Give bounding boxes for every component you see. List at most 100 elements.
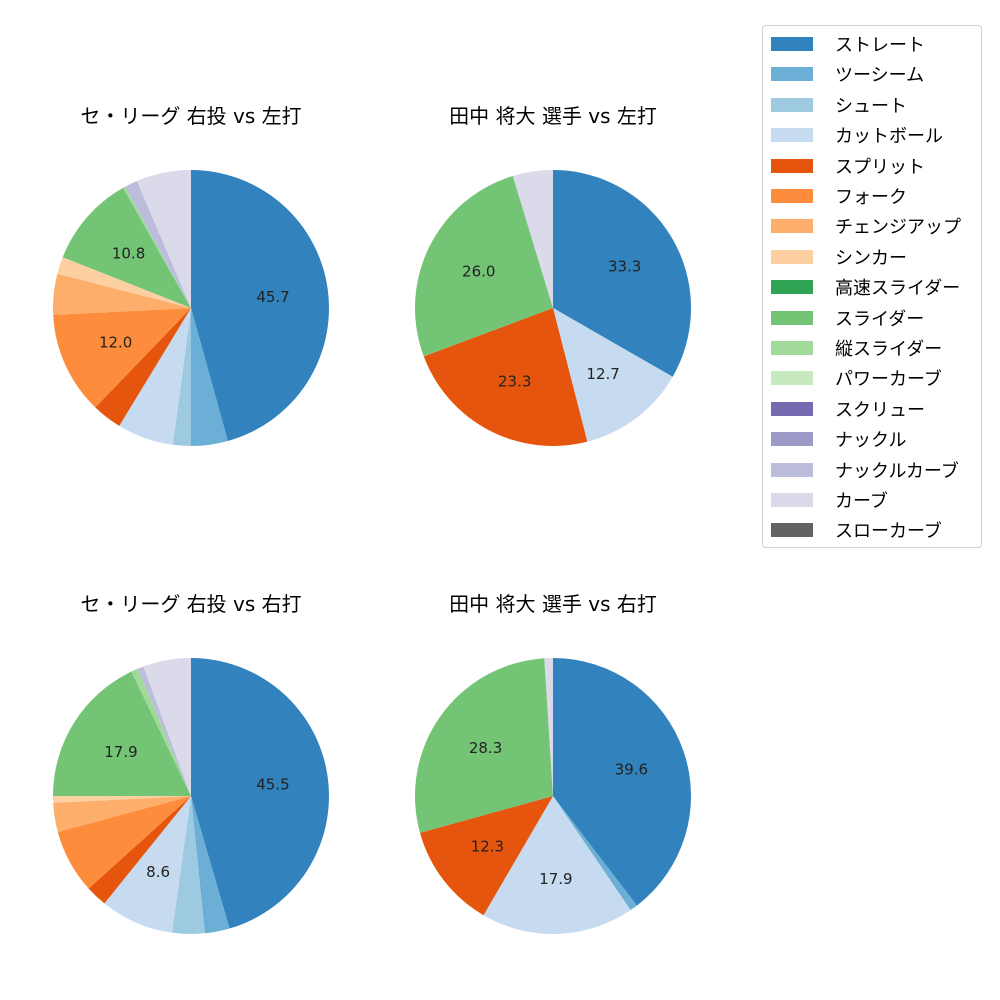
pie-chart: 39.6 17.9 12.3 28.3 <box>415 658 691 934</box>
legend-label: スクリュー <box>835 399 925 421</box>
legend-item: ナックル <box>771 427 906 451</box>
slice-value-label: 10.8 <box>112 245 145 263</box>
chart-title: 田中 将大 選手 vs 右打 <box>449 592 657 616</box>
legend-item: スクリュー <box>771 397 925 421</box>
pie-slice <box>553 796 637 911</box>
legend-swatch <box>771 97 813 112</box>
pie-slice <box>95 308 191 426</box>
legend-label: カットボール <box>835 126 943 148</box>
slice-value-label: 12.0 <box>99 333 132 351</box>
legend-label: スローカーブ <box>835 521 942 543</box>
pie-slice <box>53 671 191 796</box>
pie-slice <box>420 796 553 916</box>
pie-chart: 45.7 12.0 10.8 <box>53 170 330 446</box>
legend-swatch <box>771 280 813 295</box>
pie-panel-bottom-right: 田中 将大 選手 vs 右打 39.6 17.9 12.3 28.3 <box>383 588 723 988</box>
legend-label: チェンジアップ <box>835 217 961 239</box>
slice-value-label: 17.9 <box>539 870 572 888</box>
legend-item: ストレート <box>771 32 925 56</box>
pie-slice <box>415 175 553 357</box>
pie-slice <box>143 658 191 796</box>
legend-item: チェンジアップ <box>771 214 961 238</box>
legend-label: 高速スライダー <box>835 278 961 300</box>
chart-title: セ・リーグ 右投 vs 左打 <box>80 104 302 128</box>
pie-chart: 45.5 8.6 17.9 <box>53 658 330 934</box>
legend: ストレートツーシームシュートカットボール スプリットフォークチェンジアップ シンカー… <box>762 25 982 548</box>
slice-value-label: 28.3 <box>469 739 502 757</box>
legend-swatch <box>771 371 813 386</box>
pie-slice <box>104 796 191 933</box>
pie-slice <box>53 796 191 803</box>
pie-slice <box>171 796 205 934</box>
pie-slice <box>172 308 191 446</box>
pie-panel-bottom-left: セ・リーグ 右投 vs 右打 45.5 8.6 17.9 <box>21 588 361 988</box>
legend-label: ナックル <box>835 430 907 452</box>
legend-swatch <box>771 432 813 447</box>
legend-item: シュート <box>771 93 907 117</box>
pie-slice <box>57 796 192 889</box>
legend-swatch <box>771 493 813 507</box>
slice-value-label: 8.6 <box>146 863 170 881</box>
pie-slice <box>191 308 228 446</box>
pie-slice <box>57 257 191 308</box>
pie-slice <box>553 658 691 906</box>
legend-swatch <box>771 37 813 51</box>
pie-slice <box>415 658 553 833</box>
legend-item: ナックルカーブ <box>771 458 959 482</box>
slice-value-label: 45.5 <box>256 775 289 793</box>
chart-title: 田中 将大 選手 vs 左打 <box>449 104 657 128</box>
legend-item: パワーカーブ <box>771 366 942 390</box>
pie-chart: 33.3 12.7 23.3 26.0 <box>415 170 691 447</box>
legend-label: パワーカーブ <box>835 369 942 391</box>
legend-item: ツーシーム <box>771 62 924 86</box>
slice-value-label: 12.3 <box>471 838 504 856</box>
pie-slice <box>123 186 191 308</box>
legend-swatch <box>771 401 813 416</box>
pie-slice <box>512 170 553 308</box>
legend-item: スローカーブ <box>771 518 942 542</box>
legend-item: カーブ <box>771 488 888 512</box>
legend-swatch <box>771 219 813 234</box>
chart-title: セ・リーグ 右投 vs 右打 <box>80 592 302 616</box>
pie-slice <box>53 308 191 408</box>
legend-label: スライダー <box>835 308 925 330</box>
legend-item: 縦スライダー <box>771 336 942 360</box>
legend-label: ストレート <box>835 35 925 56</box>
legend-label: 縦スライダー <box>835 339 943 360</box>
legend-swatch <box>771 310 813 325</box>
legend-label: ナックルカーブ <box>835 460 959 482</box>
pie-slice <box>125 181 191 308</box>
legend-label: ツーシーム <box>835 65 925 87</box>
legend-label: スプリット <box>835 156 925 178</box>
slice-value-label: 23.3 <box>498 372 531 390</box>
legend-item: フォーク <box>771 184 907 208</box>
pie-panel-top-right: 田中 将大 選手 vs 左打 33.3 12.7 23.3 26.0 <box>383 100 723 500</box>
pie-slice <box>191 796 230 934</box>
pie-slice <box>191 658 330 929</box>
legend-item: スライダー <box>771 306 924 330</box>
slice-value-label: 45.7 <box>256 288 289 306</box>
pie-slice <box>423 308 588 447</box>
legend-swatch <box>771 189 813 203</box>
pie-slice <box>544 658 553 796</box>
legend-label: シンカー <box>835 247 907 269</box>
pie-slice <box>62 187 192 308</box>
legend-swatch <box>771 462 813 477</box>
legend-label: カーブ <box>835 491 888 512</box>
legend-swatch <box>771 128 813 143</box>
legend-swatch <box>771 67 813 82</box>
pie-slice <box>136 170 191 308</box>
legend-item: カットボール <box>771 123 943 147</box>
pie-slice <box>88 796 191 904</box>
pie-slice <box>53 796 191 832</box>
legend-item: スプリット <box>771 154 925 178</box>
slice-value-label: 17.9 <box>104 743 137 761</box>
pie-panel-top-left: セ・リーグ 右投 vs 左打 45.7 12.0 10.8 <box>21 100 361 500</box>
slice-value-label: 39.6 <box>615 760 648 778</box>
slice-value-label: 33.3 <box>608 258 641 276</box>
pie-slice <box>53 273 191 315</box>
legend-label: フォーク <box>835 187 907 208</box>
legend-swatch <box>771 158 813 173</box>
legend-label: シュート <box>835 95 907 117</box>
slice-value-label: 12.7 <box>586 365 619 383</box>
